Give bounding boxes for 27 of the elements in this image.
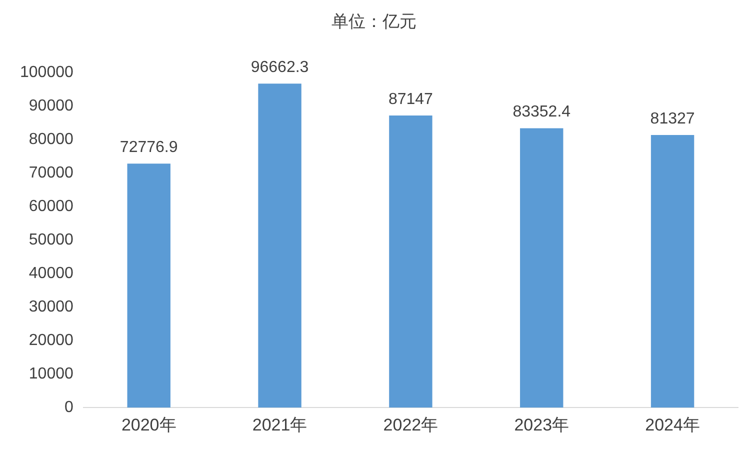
data-label: 87147 — [388, 90, 434, 108]
bar — [389, 115, 432, 408]
y-tick-label: 40000 — [28, 264, 74, 282]
y-tick-label: 100000 — [20, 64, 74, 81]
y-tick-label: 90000 — [28, 97, 74, 114]
data-label: 81327 — [650, 110, 695, 128]
y-tick-label: 10000 — [28, 365, 74, 382]
x-tick-label: 2020年 — [121, 415, 176, 434]
y-tick-label: 80000 — [28, 130, 74, 148]
y-tick-label: 60000 — [28, 198, 74, 215]
y-tick-label: 30000 — [28, 298, 74, 316]
y-tick-label: 50000 — [28, 231, 74, 248]
y-tick-label: 20000 — [28, 332, 74, 349]
x-tick-label: 2021年 — [252, 415, 308, 434]
y-tick-label: 0 — [64, 399, 74, 416]
data-label: 96662.3 — [250, 58, 309, 76]
x-tick-label: 2022年 — [383, 415, 438, 434]
data-label: 72776.9 — [120, 139, 178, 156]
y-tick-label: 70000 — [28, 164, 74, 182]
data-label: 83352.4 — [512, 104, 571, 121]
x-tick-label: 2023年 — [514, 415, 570, 434]
bar — [520, 128, 564, 408]
x-tick-label: 2024年 — [645, 415, 700, 434]
bar — [127, 164, 170, 408]
bar — [258, 84, 302, 408]
bar — [650, 134, 694, 408]
chart-title: 单位：亿元 — [332, 12, 416, 31]
